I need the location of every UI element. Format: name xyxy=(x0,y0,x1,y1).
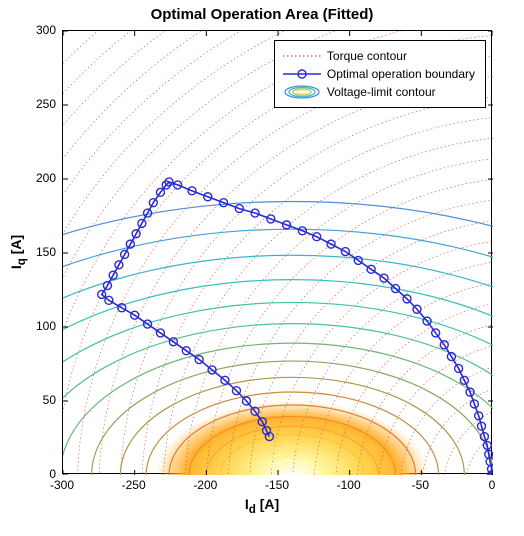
y-tick-label: 300 xyxy=(36,23,56,37)
legend-label: Voltage-limit contour xyxy=(327,85,436,99)
x-tick-label: -250 xyxy=(122,478,146,492)
x-tick-label: -150 xyxy=(265,478,289,492)
y-tick-label: 100 xyxy=(36,319,56,333)
legend-swatch xyxy=(283,85,321,99)
chart-title: Optimal Operation Area (Fitted) xyxy=(0,6,524,23)
legend-swatch xyxy=(283,49,321,63)
x-axis-label: Id [A] xyxy=(0,496,524,516)
legend-row: Voltage-limit contour xyxy=(283,83,475,101)
y-axis-label: Iq [A] xyxy=(8,235,28,269)
x-tick-label: 0 xyxy=(489,478,496,492)
y-tick-label: 50 xyxy=(43,393,56,407)
y-tick-label: 0 xyxy=(49,467,56,481)
legend-row: Optimal operation boundary xyxy=(283,65,475,83)
chart-root: Optimal Operation Area (Fitted) Id [A] I… xyxy=(0,0,524,536)
y-tick-label: 200 xyxy=(36,171,56,185)
legend-label: Torque contour xyxy=(327,49,407,63)
y-tick-label: 250 xyxy=(36,97,56,111)
y-tick-label: 150 xyxy=(36,245,56,259)
legend-label: Optimal operation boundary xyxy=(327,67,475,81)
legend-row: Torque contour xyxy=(283,47,475,65)
x-tick-label: -50 xyxy=(412,478,429,492)
x-tick-label: -100 xyxy=(337,478,361,492)
x-tick-label: -200 xyxy=(193,478,217,492)
legend: Torque contour Optimal operation boundary… xyxy=(274,40,486,108)
legend-swatch xyxy=(283,67,321,81)
